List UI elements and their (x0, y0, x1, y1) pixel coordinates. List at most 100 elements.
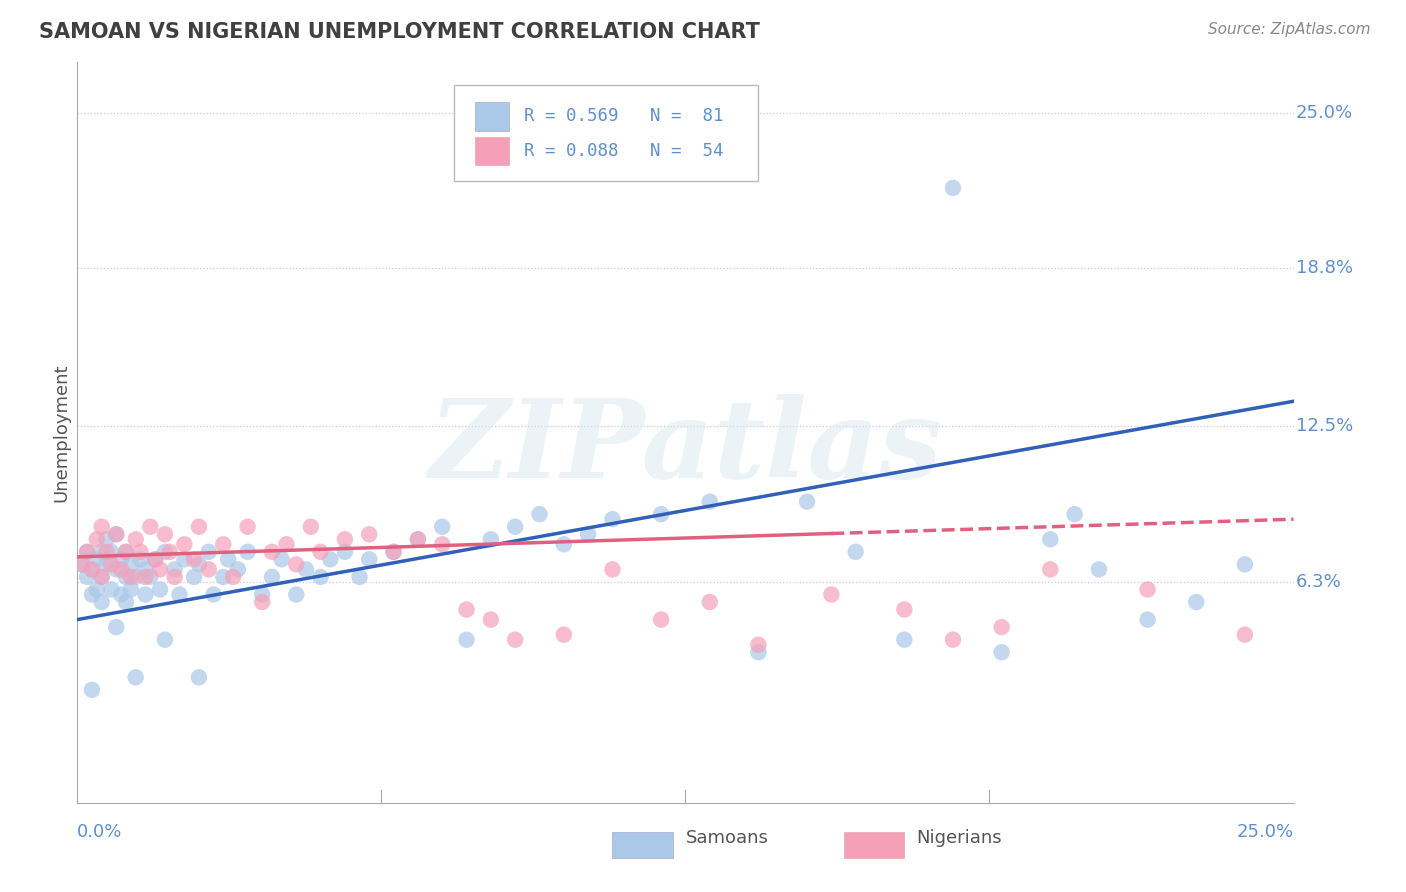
Point (260, 545, 283, 559)
Point (188, 670, 211, 684)
Point (70, 558, 93, 572)
Point (845, 545, 868, 559)
Point (333, 533, 356, 547)
Point (100, 545, 122, 559)
Point (309, 545, 332, 559)
Point (80, 587, 103, 601)
Point (115, 595, 138, 609)
Point (942, 632, 965, 647)
Point (1039, 533, 1062, 547)
Point (1039, 562, 1062, 576)
Point (76, 545, 98, 559)
Point (76, 545, 98, 559)
Point (990, 645, 1012, 659)
Point (115, 570, 138, 584)
Point (1233, 558, 1256, 572)
Point (120, 570, 142, 584)
Point (90, 570, 112, 584)
Point (1185, 595, 1208, 609)
Point (163, 562, 186, 576)
Point (299, 520, 322, 534)
FancyBboxPatch shape (454, 85, 758, 181)
Point (188, 558, 211, 572)
Point (747, 645, 769, 659)
Point (1088, 562, 1111, 576)
Point (153, 545, 176, 559)
Point (212, 570, 235, 584)
Point (134, 587, 156, 601)
Point (236, 545, 259, 559)
Point (553, 537, 575, 551)
Point (96, 558, 118, 572)
Point (250, 587, 273, 601)
Text: SAMOAN VS NIGERIAN UNEMPLOYMENT CORRELATION CHART: SAMOAN VS NIGERIAN UNEMPLOYMENT CORRELAT… (39, 22, 761, 42)
Point (747, 638, 769, 652)
Point (86, 582, 108, 597)
Point (479, 613, 502, 627)
Point (129, 545, 152, 559)
Point (456, 602, 478, 616)
Point (143, 552, 166, 566)
Point (76, 570, 98, 584)
Point (1136, 613, 1159, 627)
Point (96, 545, 118, 559)
Text: ZIPatlas: ZIPatlas (429, 393, 942, 501)
Point (479, 533, 502, 547)
FancyBboxPatch shape (475, 137, 509, 165)
Point (382, 545, 405, 559)
Point (260, 570, 283, 584)
Point (90, 595, 112, 609)
Point (80, 562, 103, 576)
Point (202, 587, 225, 601)
Point (105, 527, 128, 541)
Point (349, 570, 371, 584)
Point (602, 512, 624, 526)
FancyBboxPatch shape (613, 832, 673, 858)
Point (250, 595, 273, 609)
Point (120, 558, 142, 572)
Point (197, 562, 219, 576)
Text: 25.0%: 25.0% (1236, 823, 1294, 841)
Point (285, 587, 308, 601)
Point (134, 562, 156, 576)
Point (893, 632, 915, 647)
Point (236, 520, 259, 534)
Point (990, 620, 1012, 634)
Y-axis label: Unemployment: Unemployment (52, 363, 70, 502)
Point (650, 613, 672, 627)
Point (163, 570, 186, 584)
Point (90, 570, 112, 584)
Point (197, 545, 219, 559)
Point (576, 527, 599, 541)
Point (110, 552, 132, 566)
Point (456, 632, 478, 647)
Point (226, 562, 249, 576)
Text: 25.0%: 25.0% (1296, 103, 1353, 121)
Point (80, 682, 103, 697)
Point (90, 520, 112, 534)
Point (149, 582, 172, 597)
Text: Nigerians: Nigerians (917, 830, 1002, 847)
Point (942, 181, 965, 195)
Point (96, 533, 118, 547)
Point (217, 552, 239, 566)
FancyBboxPatch shape (844, 832, 904, 858)
Point (70, 558, 93, 572)
Point (309, 570, 332, 584)
Point (602, 562, 624, 576)
Point (153, 527, 176, 541)
Point (129, 552, 152, 566)
Point (276, 537, 298, 551)
Text: R = 0.569   N =  81: R = 0.569 N = 81 (523, 108, 723, 126)
Text: Source: ZipAtlas.com: Source: ZipAtlas.com (1208, 22, 1371, 37)
Point (893, 602, 915, 616)
Point (125, 670, 148, 684)
Text: R = 0.088   N =  54: R = 0.088 N = 54 (523, 143, 723, 161)
Point (650, 507, 672, 521)
Point (125, 533, 148, 547)
Point (359, 552, 381, 566)
Point (183, 570, 205, 584)
Point (139, 520, 162, 534)
Point (110, 562, 132, 576)
Text: Samoans: Samoans (686, 830, 768, 847)
